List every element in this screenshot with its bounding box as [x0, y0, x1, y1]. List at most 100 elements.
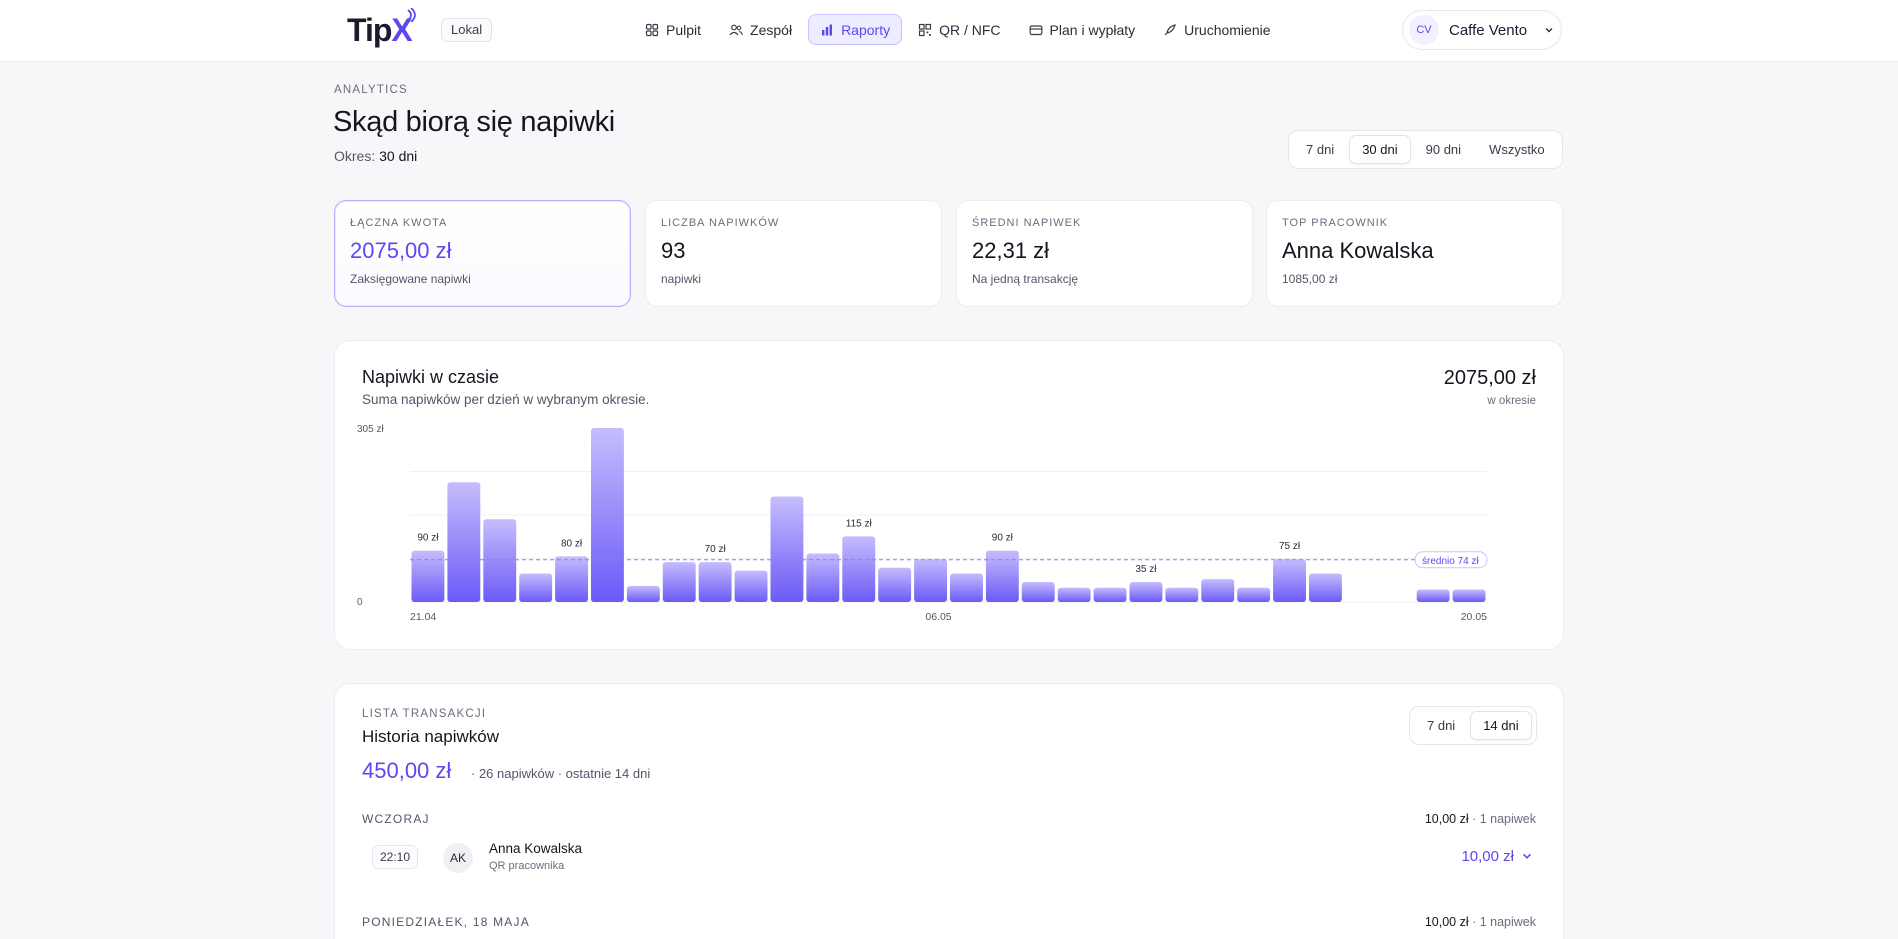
transaction-amount: 10,00 zł [1461, 848, 1514, 865]
chart-ymax-label: 305 zł [357, 424, 384, 435]
card-icon [1029, 24, 1042, 35]
nav-item-plan-wyplaty[interactable]: Plan i wypłaty [1017, 14, 1148, 45]
chart-data-label: 70 zł [705, 544, 727, 555]
transactions-total: 450,00 zł [362, 758, 452, 783]
employee-name: Anna Kowalska [489, 841, 583, 856]
location-badge[interactable]: Lokal [441, 18, 493, 42]
chart-title: Napiwki w czasie [362, 367, 500, 387]
chart-data-label: 90 zł [992, 533, 1014, 544]
bar-chart-icon [822, 24, 833, 35]
kpi-label: LICZBA NAPIWKÓW [661, 217, 780, 229]
kpi-card-total[interactable]: ŁĄCZNA KWOTA 2075,00 zł Zaksięgowane nap… [334, 200, 631, 307]
chart-bar [878, 567, 912, 602]
group-amount: 10,00 zł · 1 napiwek [1424, 812, 1536, 826]
nav-label: Zespół [750, 21, 793, 38]
chart-bar [914, 559, 947, 602]
chart-ymin-label: 0 [357, 597, 363, 608]
chart-bar [734, 570, 768, 602]
kpi-card-count[interactable]: LICZBA NAPIWKÓW 93 napiwki [645, 200, 942, 307]
chart-data-label: 90 zł [417, 533, 439, 544]
chart-bar [411, 550, 445, 602]
tx-range-option-7[interactable]: 7 dni [1427, 718, 1456, 733]
tx-range-option-14[interactable]: 14 dni [1470, 711, 1532, 740]
main-nav: Pulpit Zespół Raporty QR / NFC Plan i wy… [633, 14, 1283, 45]
chart-bar [770, 496, 804, 602]
nav-label: Plan i wypłaty [1049, 21, 1136, 38]
range-option-all[interactable]: Wszystko [1489, 142, 1545, 157]
nav-label: Pulpit [666, 21, 702, 38]
period-value: 30 dni [379, 148, 418, 164]
chart-total: 2075,00 zł [1443, 367, 1536, 389]
kpi-value: 2075,00 zł [350, 238, 452, 263]
top-navigation-bar: Tip X Lokal Pulpit Zespół Raporty QR / NF… [0, 0, 1898, 62]
period-indicator: Okres: 30 dni [334, 148, 417, 164]
kpi-card-average[interactable]: ŚREDNI NAPIWEK 22,31 zł Na jedną transak… [956, 200, 1253, 307]
nav-label: Raporty [841, 21, 891, 38]
page-title: Skąd biorą się napiwki [333, 106, 615, 138]
tips-bar-chart: 305 zł 0 średnio 74 zł 90 zł 80 zł 70 zł 115 z… [357, 424, 1488, 623]
transaction-time: 22:10 [372, 845, 418, 869]
chart-bar [519, 573, 553, 602]
chart-bar [1129, 582, 1163, 602]
chart-bar [950, 573, 983, 602]
nfc-waves-icon [407, 8, 416, 22]
section-eyebrow: ANALYTICS [334, 84, 408, 96]
transaction-row[interactable]: 22:10 AK Anna Kowalska QR pracownika 10,… [362, 834, 1536, 882]
chart-x-tick-label: 20.05 [1461, 611, 1487, 623]
account-switcher[interactable]: CV Caffe Vento [1402, 10, 1562, 50]
chart-bar [626, 586, 660, 602]
chevron-down-icon [1545, 28, 1553, 33]
transactions-card: LISTA TRANSAKCJI Historia napiwków 450,0… [334, 683, 1564, 939]
chart-bar [1201, 579, 1235, 602]
chart-bar [1273, 559, 1306, 602]
chart-bar [1452, 589, 1486, 602]
kpi-value: Anna Kowalska [1282, 238, 1434, 263]
chart-bar [1237, 587, 1271, 602]
chart-data-label: 35 zł [1135, 564, 1157, 575]
chart-data-label: 115 zł [846, 518, 873, 529]
nav-item-pulpit[interactable]: Pulpit [633, 14, 713, 45]
tips-over-time-card: Napiwki w czasie Suma napiwków per dzień… [334, 340, 1564, 650]
range-option-7[interactable]: 7 dni [1306, 142, 1335, 157]
chart-bar [985, 550, 1019, 602]
range-option-30[interactable]: 30 dni [1349, 135, 1411, 164]
chevron-down-icon[interactable] [1520, 849, 1534, 863]
chart-data-label: 80 zł [561, 538, 583, 549]
chart-bar [1165, 587, 1199, 602]
chart-bar [698, 562, 732, 602]
chart-bar [483, 519, 517, 602]
nav-item-qr-nfc[interactable]: QR / NFC [906, 14, 1012, 45]
employee-avatar: AK [443, 843, 473, 873]
chart-bar [1093, 587, 1127, 602]
chart-bar [591, 428, 624, 602]
qr-icon [918, 23, 932, 36]
chart-average-badge [1414, 551, 1488, 569]
nav-label: QR / NFC [939, 21, 1001, 38]
chart-bar [1416, 589, 1450, 602]
chart-total-sub: w okresie [1487, 395, 1536, 407]
kpi-card-top-employee[interactable]: TOP PRACOWNIK Anna Kowalska 1085,00 zł [1266, 200, 1563, 307]
chart-average-label: średnio 74 zł [1422, 556, 1479, 567]
rocket-icon [1164, 23, 1177, 35]
chart-bar [662, 562, 696, 602]
chart-bar [1021, 582, 1055, 602]
nav-item-uruchomienie[interactable]: Uruchomienie [1151, 14, 1282, 45]
chart-bar [1057, 587, 1091, 602]
kpi-sub: Na jedną transakcję [972, 272, 1079, 286]
chart-bar [1309, 573, 1342, 602]
tipx-logo[interactable]: Tip X [347, 8, 416, 49]
grid-icon [645, 23, 659, 36]
chart-bar [555, 556, 588, 602]
transactions-meta: · 26 napiwków · ostatnie 14 dni [471, 766, 651, 781]
nav-item-zespol[interactable]: Zespół [717, 14, 804, 45]
users-icon [729, 24, 743, 35]
range-option-90[interactable]: 90 dni [1425, 142, 1462, 157]
kpi-sub: 1085,00 zł [1282, 272, 1338, 286]
nav-item-raporty[interactable]: Raporty [808, 14, 903, 45]
kpi-label: ŁĄCZNA KWOTA [350, 217, 448, 229]
transactions-title: Historia napiwków [362, 727, 499, 746]
kpi-value: 22,31 zł [972, 238, 1050, 263]
chart-bar [806, 553, 840, 602]
transactions-range-selector: 7 dni 14 dni [1409, 706, 1537, 745]
chart-bar [842, 536, 876, 602]
